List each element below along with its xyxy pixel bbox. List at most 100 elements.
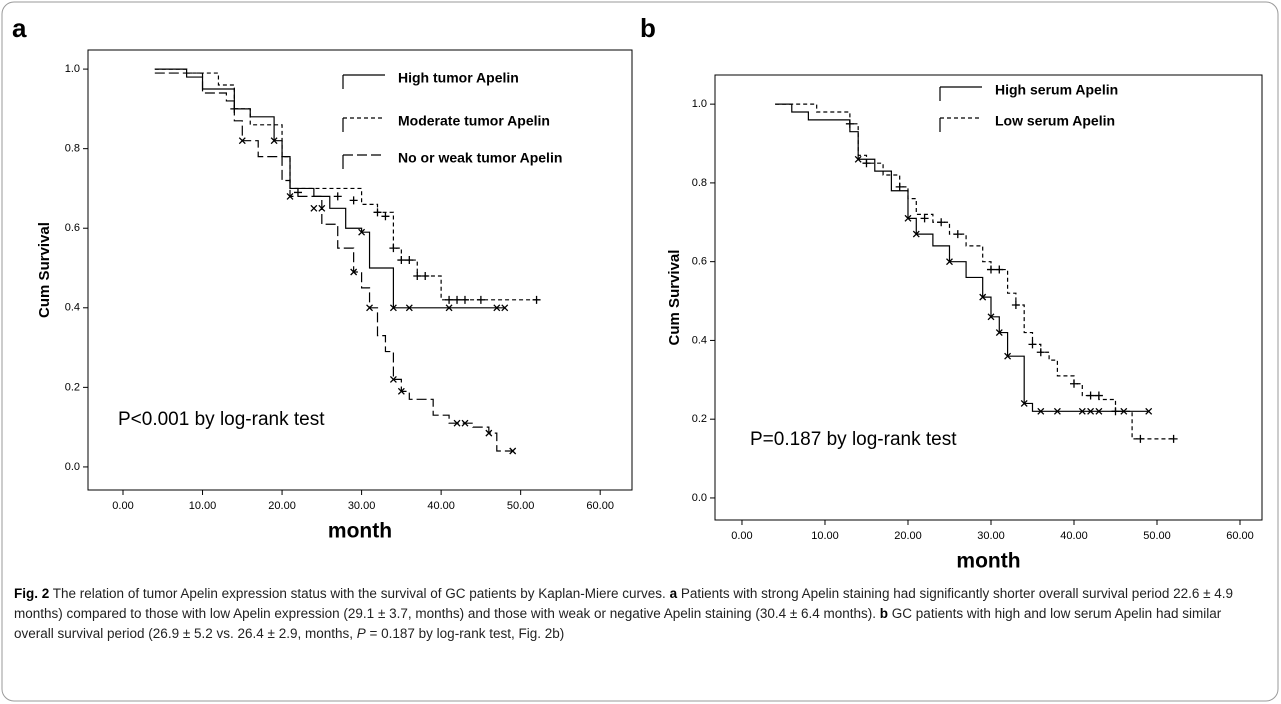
x-tick-label: 50.00 — [1143, 530, 1171, 542]
censor-mark — [1053, 407, 1061, 415]
caption-text: = 0.187 by log-rank test, Fig. 2b) — [365, 626, 565, 641]
censor-mark — [461, 419, 469, 427]
legend-label: High tumor Apelin — [398, 70, 519, 86]
censor-mark — [270, 137, 278, 145]
censor-mark — [1011, 300, 1020, 309]
censor-mark — [509, 447, 517, 455]
x-tick-label: 10.00 — [189, 500, 217, 512]
censor-mark — [532, 295, 541, 304]
censor-mark — [460, 295, 469, 304]
annotation: P=0.187 by log-rank test — [750, 429, 957, 450]
censor-mark — [1036, 348, 1045, 357]
censor-mark — [381, 212, 390, 221]
censor-mark — [920, 214, 929, 223]
legend-label: Low serum Apelin — [995, 113, 1115, 129]
censor-mark — [485, 429, 493, 437]
x-tick-label: 0.00 — [112, 500, 133, 512]
caption-text: Patients with strong Apelin staining had… — [14, 586, 1234, 621]
censor-mark — [453, 295, 462, 304]
censor-mark — [904, 214, 912, 222]
y-tick-label: 0.6 — [692, 256, 707, 268]
caption-text: GC patients with high and low serum Apel… — [14, 606, 1222, 641]
y-axis-title: Cum Survival — [36, 222, 53, 318]
censor-mark — [397, 256, 406, 265]
annotation: P<0.001 by log-rank test — [118, 409, 325, 430]
y-tick-label: 0.0 — [65, 461, 80, 473]
x-tick-label: 20.00 — [894, 530, 922, 542]
censor-mark — [854, 155, 862, 163]
caption-text: b — [879, 606, 889, 621]
censor-mark — [389, 375, 397, 383]
x-tick-label: 20.00 — [268, 500, 296, 512]
censor-mark — [953, 230, 962, 239]
legend-label: High serum Apelin — [995, 82, 1118, 98]
censor-mark — [1094, 391, 1103, 400]
y-tick-label: 0.2 — [692, 413, 707, 425]
caption-text: Fig. 2 — [14, 586, 50, 601]
censor-mark — [476, 295, 485, 304]
censor-mark — [1169, 434, 1178, 443]
censor-mark — [350, 268, 358, 276]
plot-frame — [87, 49, 633, 491]
censor-mark — [862, 159, 871, 168]
censor-mark — [1028, 340, 1037, 349]
y-tick-label: 0.0 — [692, 492, 707, 504]
x-tick-label: 30.00 — [348, 500, 376, 512]
x-tick-label: 10.00 — [811, 530, 839, 542]
censor-mark — [310, 204, 318, 212]
censor-mark — [1037, 407, 1045, 415]
x-axis-title: month — [956, 550, 1020, 573]
censor-mark — [293, 188, 302, 197]
censor-mark — [912, 230, 920, 238]
censor-mark — [493, 304, 501, 312]
x-axis-title: month — [328, 520, 392, 543]
censor-mark — [987, 313, 995, 321]
censor-mark — [1111, 407, 1120, 416]
censor-mark — [366, 304, 374, 312]
censor-mark — [937, 218, 946, 227]
censor-mark — [1095, 407, 1103, 415]
censor-mark — [1020, 399, 1028, 407]
caption-text: a — [669, 586, 678, 601]
censor-mark — [995, 265, 1004, 274]
survival-curve — [154, 72, 513, 452]
censor-mark — [1069, 379, 1078, 388]
x-tick-label: 60.00 — [1226, 530, 1254, 542]
x-tick-label: 0.00 — [731, 530, 752, 542]
censor-mark — [373, 208, 382, 217]
censor-mark — [1120, 407, 1128, 415]
censor-mark — [349, 196, 358, 205]
censor-mark — [979, 293, 987, 301]
censor-mark — [1004, 352, 1012, 360]
x-tick-label: 30.00 — [977, 530, 1005, 542]
survival-curve — [775, 103, 1149, 412]
caption: Fig. 2 The relation of tumor Apelin expr… — [14, 584, 1264, 644]
x-tick-label: 40.00 — [1060, 530, 1088, 542]
censor-mark — [946, 258, 953, 266]
y-tick-label: 1.0 — [692, 98, 707, 110]
censor-mark — [501, 304, 509, 312]
y-tick-label: 0.4 — [692, 334, 707, 346]
censor-mark — [238, 137, 246, 145]
censor-mark — [1078, 407, 1086, 415]
legend-label: Moderate tumor Apelin — [398, 113, 550, 129]
censor-mark — [453, 419, 461, 427]
x-tick-label: 40.00 — [427, 500, 455, 512]
censor-mark — [397, 387, 405, 395]
y-tick-label: 0.8 — [692, 177, 707, 189]
censor-mark — [1145, 407, 1153, 415]
y-tick-label: 0.4 — [65, 302, 80, 314]
y-axis-title: Cum Survival — [666, 250, 683, 346]
censor-mark — [413, 271, 422, 280]
legend-label: No or weak tumor Apelin — [398, 150, 562, 166]
censor-mark — [389, 304, 397, 312]
censor-mark — [389, 244, 398, 253]
censor-mark — [986, 265, 995, 274]
censor-mark — [995, 329, 1003, 337]
censor-mark — [445, 295, 454, 304]
censor-mark — [405, 256, 414, 265]
plot-frame — [714, 74, 1263, 521]
